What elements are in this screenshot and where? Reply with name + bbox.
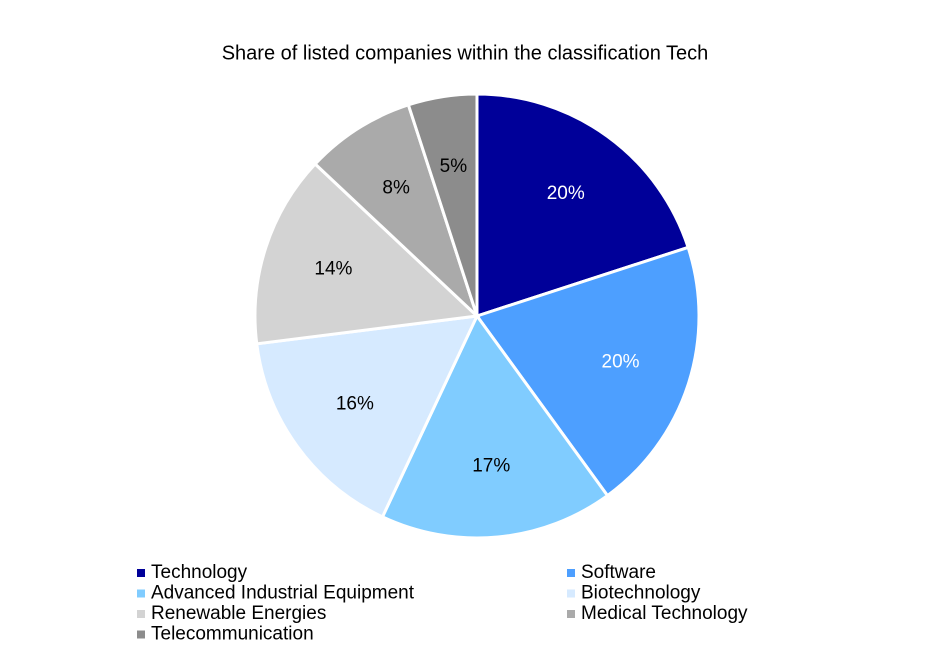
- legend-label: Medical Technology: [581, 603, 748, 624]
- pie-slice: [474, 245, 701, 498]
- chart-title: Share of listed companies within the cla…: [222, 42, 709, 64]
- legend-swatch: [137, 610, 145, 618]
- legend-label: Renewable Energies: [151, 603, 326, 624]
- legend-swatch: [567, 569, 575, 577]
- legend-label: Advanced Industrial Equipment: [151, 583, 415, 604]
- legend-label: Telecommunication: [151, 624, 314, 645]
- legend-swatch: [567, 589, 575, 598]
- pie-slice: [313, 102, 479, 318]
- legend-swatch: [137, 569, 145, 577]
- legend-swatch: [567, 610, 575, 618]
- legend-label: Technology: [151, 562, 248, 583]
- legend-label: Software: [581, 562, 656, 583]
- data-label: 14%: [314, 258, 352, 279]
- data-label: 16%: [336, 394, 374, 415]
- legend-label: Biotechnology: [581, 583, 701, 604]
- data-label: 5%: [440, 156, 468, 177]
- data-label: 20%: [547, 183, 585, 204]
- pie-slice: [253, 161, 481, 346]
- pie-slice: [406, 92, 479, 317]
- pie-slice: [475, 92, 691, 319]
- pie-slice: [380, 313, 610, 540]
- pie-slice: [255, 314, 480, 519]
- legend-swatch: [137, 589, 145, 598]
- legend-swatch: [137, 630, 145, 639]
- data-label: 20%: [602, 352, 640, 373]
- data-label: 8%: [382, 178, 410, 199]
- data-label: 17%: [472, 455, 510, 476]
